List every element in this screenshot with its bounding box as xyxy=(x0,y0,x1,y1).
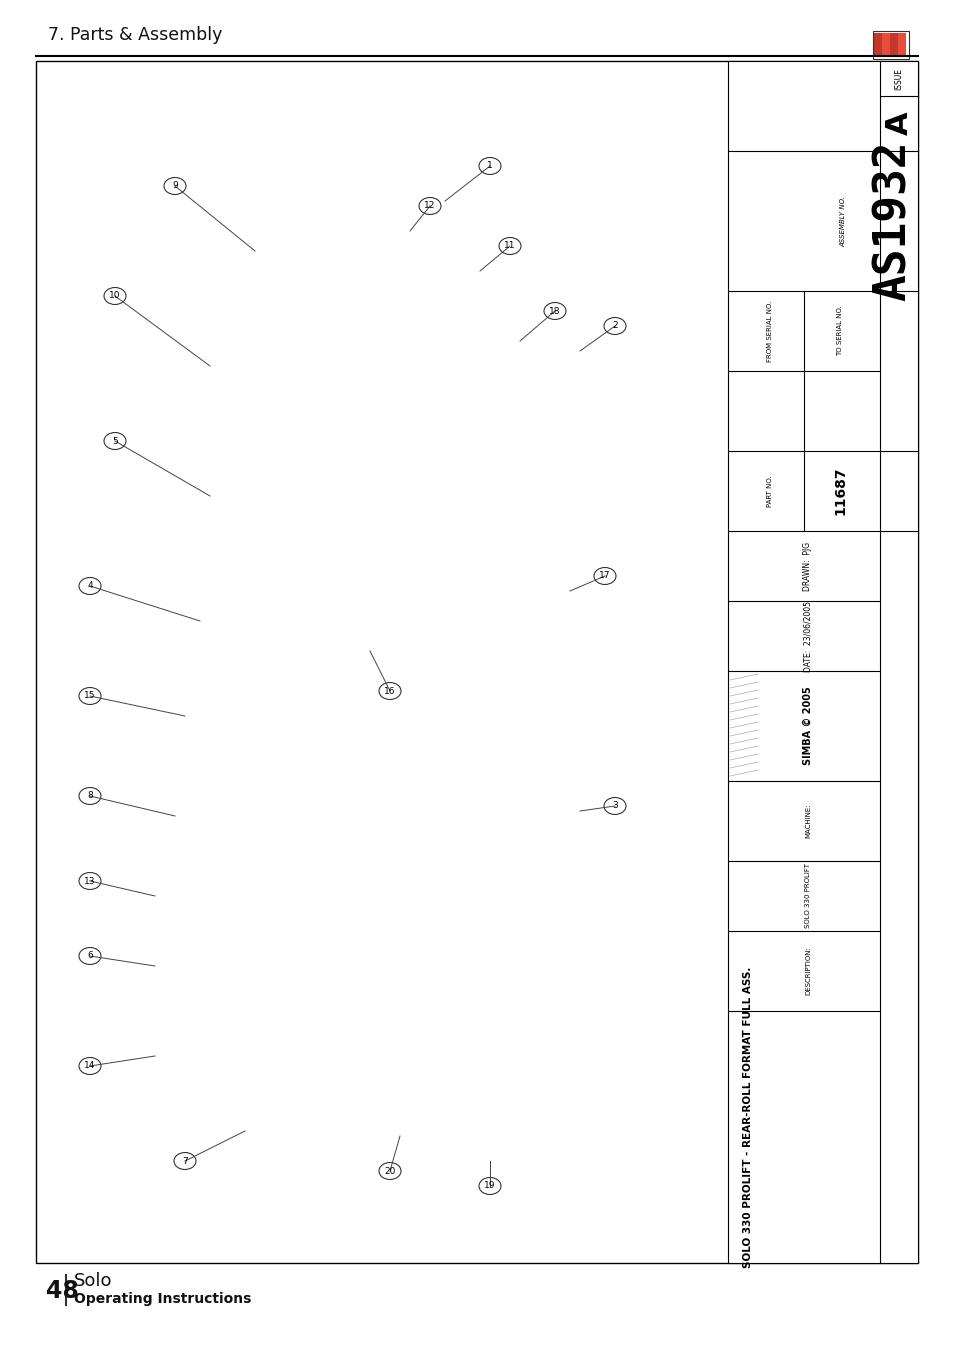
Text: 11: 11 xyxy=(504,242,516,250)
Text: 12: 12 xyxy=(424,201,436,211)
Bar xyxy=(889,32,897,57)
Text: 14: 14 xyxy=(84,1062,95,1070)
Text: ISSUE: ISSUE xyxy=(894,68,902,89)
Text: 15: 15 xyxy=(84,692,95,701)
Text: 6: 6 xyxy=(87,951,92,961)
Text: Solo: Solo xyxy=(74,1273,112,1290)
Text: 8: 8 xyxy=(87,792,92,801)
Text: 4: 4 xyxy=(87,581,92,590)
Bar xyxy=(872,31,908,59)
Bar xyxy=(727,61,917,1263)
Text: 19: 19 xyxy=(484,1182,496,1190)
Text: A: A xyxy=(883,112,913,135)
Text: 5: 5 xyxy=(112,436,118,446)
Text: 11687: 11687 xyxy=(832,466,846,515)
Text: SOLO 330 PROLIFT: SOLO 330 PROLIFT xyxy=(804,863,810,928)
Text: 18: 18 xyxy=(549,307,560,316)
Text: SIMBA © 2005: SIMBA © 2005 xyxy=(802,686,812,766)
Text: 13: 13 xyxy=(84,877,95,885)
Text: 3: 3 xyxy=(612,801,618,811)
Text: 7. Parts & Assembly: 7. Parts & Assembly xyxy=(48,26,222,45)
Text: AS1932: AS1932 xyxy=(871,141,914,301)
Bar xyxy=(873,32,882,57)
Text: 48: 48 xyxy=(46,1279,79,1302)
Text: DRAWN:  PJG: DRAWN: PJG xyxy=(802,542,812,590)
Text: 1: 1 xyxy=(487,162,493,170)
Text: Operating Instructions: Operating Instructions xyxy=(74,1292,251,1306)
Text: 17: 17 xyxy=(598,571,610,581)
Text: DESCRIPTION:: DESCRIPTION: xyxy=(804,947,810,996)
Text: 7: 7 xyxy=(182,1156,188,1166)
Bar xyxy=(897,32,905,57)
Bar xyxy=(36,61,917,1263)
Text: DATE:  23/06/2005: DATE: 23/06/2005 xyxy=(802,600,812,671)
Text: 10: 10 xyxy=(110,292,121,300)
Bar xyxy=(882,32,889,57)
Text: MACHINE:: MACHINE: xyxy=(804,804,810,839)
Text: PART NO.: PART NO. xyxy=(766,476,772,507)
Text: FROM SERIAL NO.: FROM SERIAL NO. xyxy=(766,300,772,362)
Text: 20: 20 xyxy=(384,1166,395,1175)
Text: SOLO 330 PROLIFT - REAR-ROLL FORMAT FULL ASS.: SOLO 330 PROLIFT - REAR-ROLL FORMAT FULL… xyxy=(742,966,752,1267)
Text: TO SERIAL NO.: TO SERIAL NO. xyxy=(836,305,842,357)
Text: 16: 16 xyxy=(384,686,395,696)
Text: 9: 9 xyxy=(172,181,177,190)
Text: ASSEMBLY NO.: ASSEMBLY NO. xyxy=(840,196,845,247)
Text: 2: 2 xyxy=(612,322,618,331)
